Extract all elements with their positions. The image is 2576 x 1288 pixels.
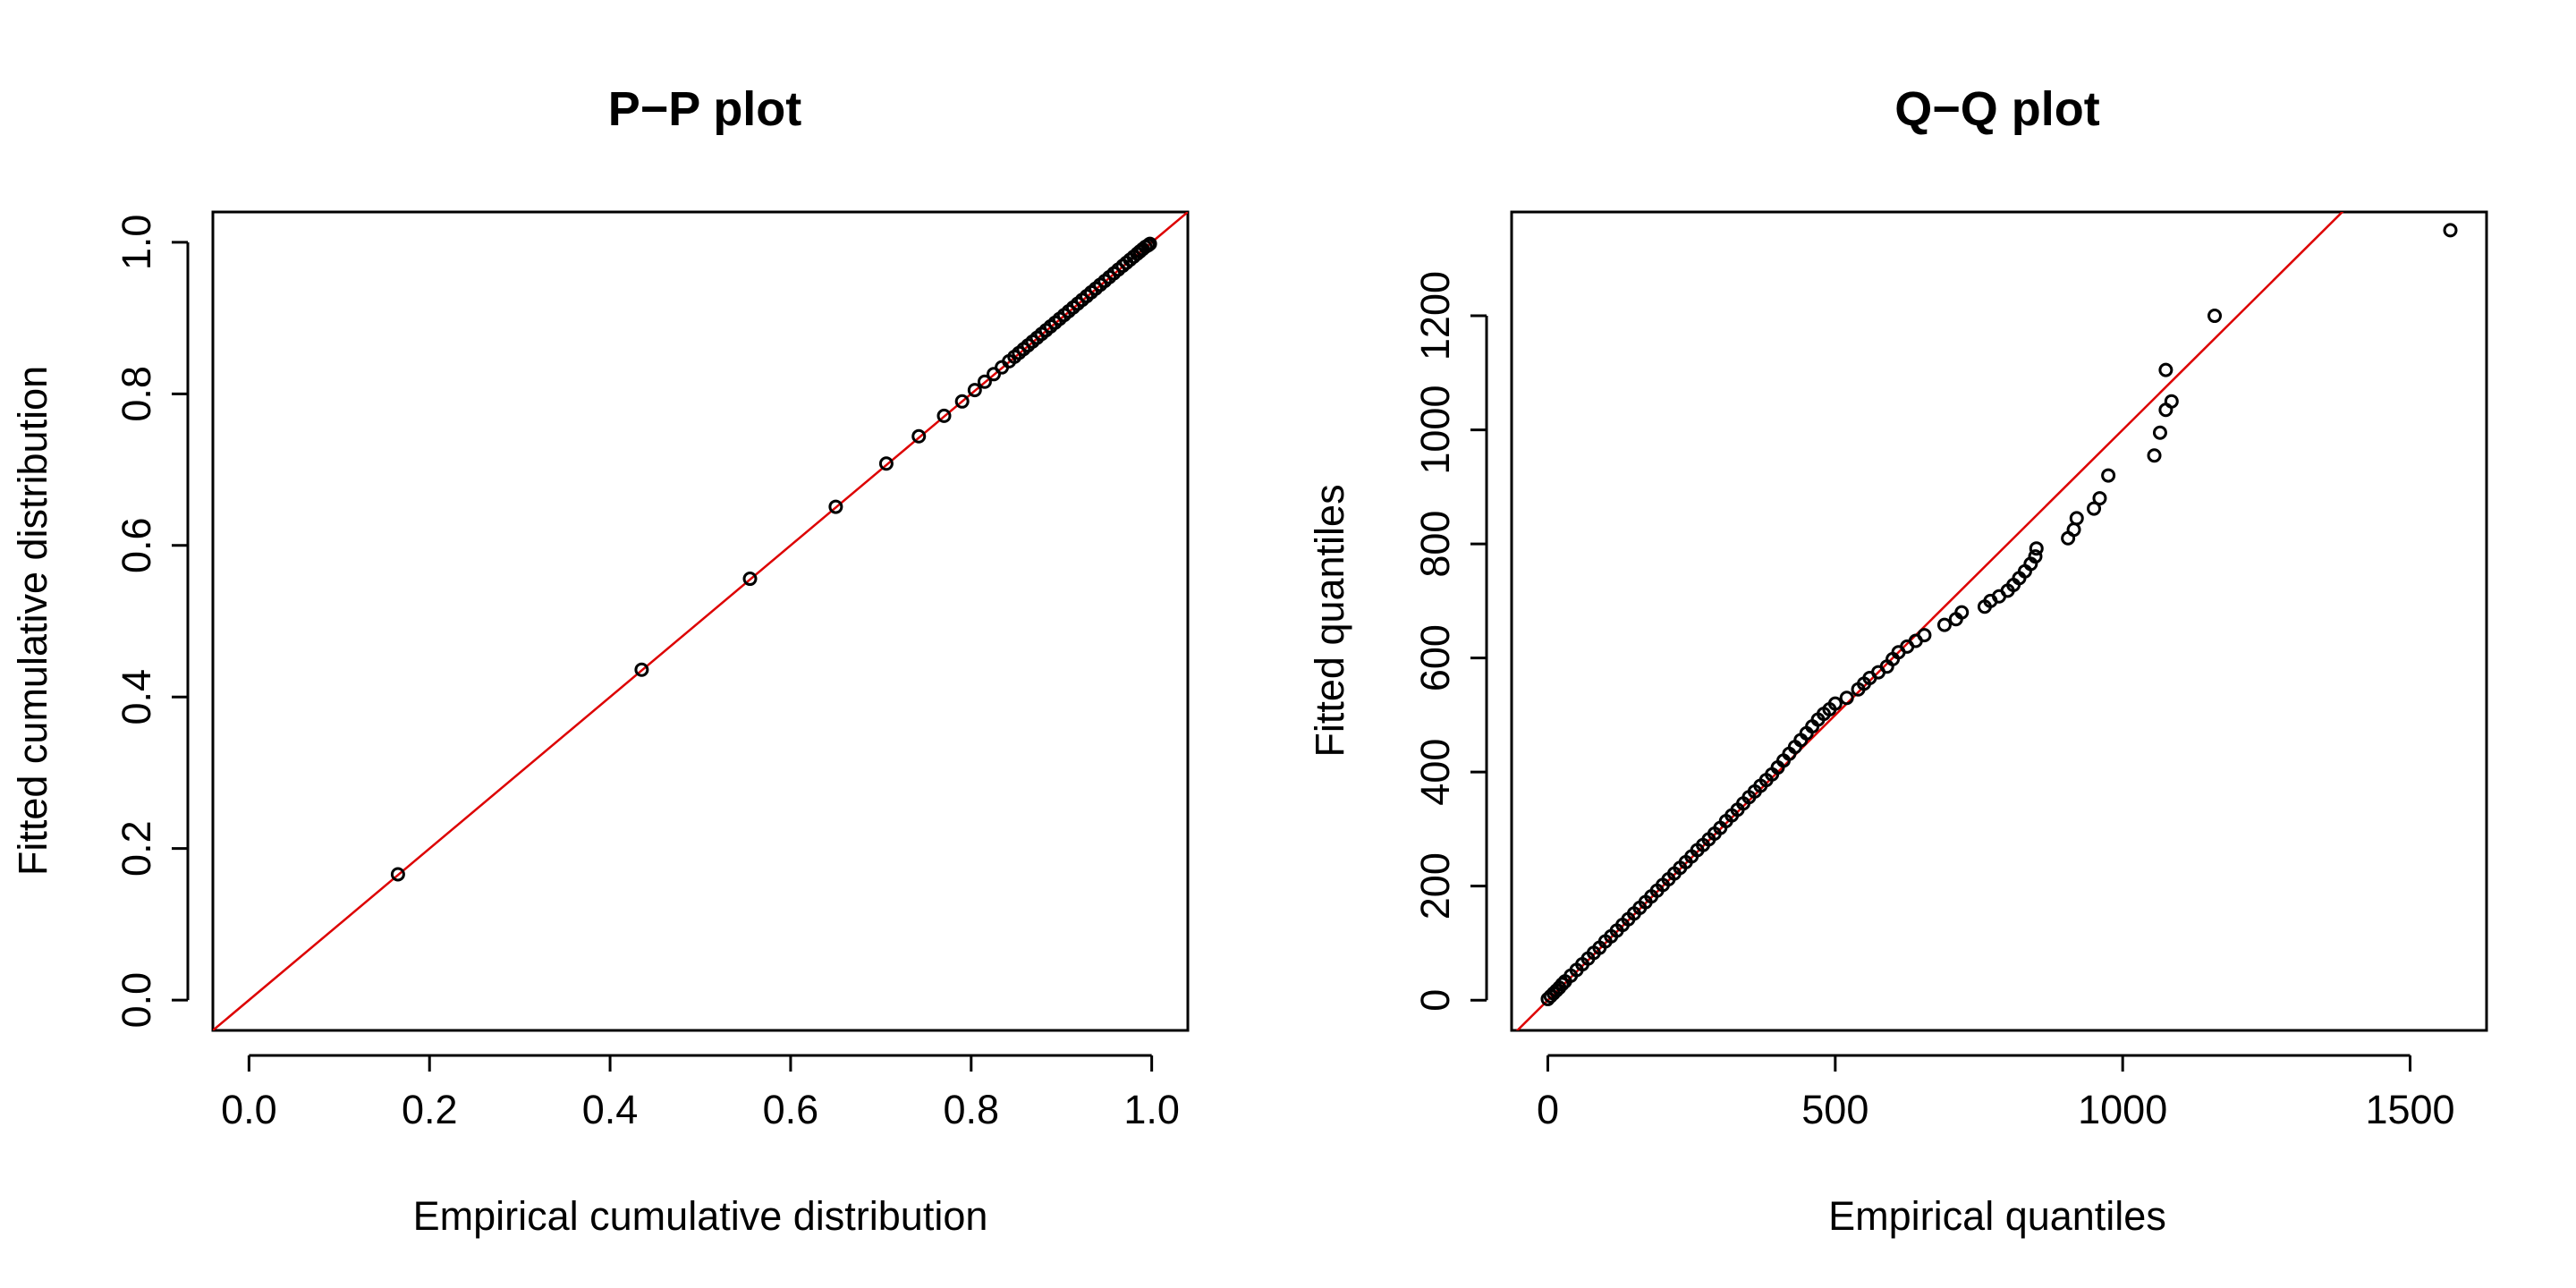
qq-reference-line (1515, 212, 2344, 1030)
qq-data-point (2092, 491, 2107, 506)
pp-data-point (390, 867, 405, 882)
qq-y-tick-label: 1000 (1412, 386, 1458, 475)
qq-y-tick-label: 200 (1412, 852, 1458, 919)
pp-data-point (1142, 236, 1157, 251)
qq-y-tick-label: 800 (1412, 511, 1458, 578)
pp-data-point (977, 374, 992, 389)
qq-plot-frame (1510, 210, 2488, 1032)
qq-plot-panel: Q−Q plot 0 500 1000 1500 0 200 400 600 800 1000 1… (1307, 82, 2488, 1239)
pp-data-point (742, 572, 758, 587)
qq-y-tick-label: 400 (1412, 739, 1458, 806)
qq-data-point (2069, 511, 2084, 526)
pp-x-axis-label: Empirical cumulative distribution (413, 1193, 988, 1239)
qq-data-point (2158, 362, 2174, 377)
pp-data-point (936, 408, 952, 423)
pp-x-tick-label: 0.0 (221, 1087, 277, 1132)
pp-plot-area (213, 212, 1188, 1030)
qq-y-tick-label: 600 (1412, 624, 1458, 691)
qq-data-point (2164, 394, 2179, 409)
qq-x-axis: 0 500 1000 1500 (1537, 1054, 2455, 1132)
pp-plot-title: P−P plot (608, 82, 802, 136)
qq-x-tick-label: 500 (1801, 1087, 1868, 1132)
qq-data-point (1954, 605, 1970, 620)
pp-y-axis-label: Fitted cumulative distribution (10, 366, 55, 876)
pp-data-point (911, 428, 927, 444)
pp-y-tick-label: 1.0 (114, 215, 159, 271)
qq-x-tick-label: 0 (1537, 1087, 1559, 1132)
qq-data-point (1839, 691, 1854, 706)
pp-y-axis: 0.0 0.2 0.4 0.6 0.8 1.0 (114, 215, 190, 1029)
pp-x-tick-label: 1.0 (1123, 1087, 1180, 1132)
pp-data-point (828, 499, 843, 514)
pp-data-point (954, 394, 970, 409)
pp-y-tick-label: 0.2 (114, 820, 159, 877)
qq-data-point (1936, 617, 1952, 632)
pp-y-tick-label: 0.8 (114, 366, 159, 422)
qq-y-tick-label: 1200 (1412, 271, 1458, 360)
pp-data-point (967, 383, 982, 398)
qq-data-point (2152, 425, 2167, 440)
pp-x-tick-label: 0.6 (763, 1087, 819, 1132)
pp-plot-panel: P−P plot 0.0 0.2 0.4 0.6 0.8 1.0 0.0 0.2 0.4 0.6… (10, 82, 1190, 1239)
qq-data-point (2087, 501, 2102, 516)
qq-data-point (1917, 628, 1932, 643)
pp-y-tick-label: 0.0 (114, 972, 159, 1029)
pp-data-point (987, 367, 1002, 382)
pp-data-point (878, 456, 894, 471)
pp-x-axis: 0.0 0.2 0.4 0.6 0.8 1.0 (221, 1054, 1180, 1132)
qq-data-point (2029, 541, 2044, 556)
qq-data-point (2443, 223, 2458, 238)
pp-y-tick-label: 0.6 (114, 517, 159, 573)
pp-y-tick-label: 0.4 (114, 669, 159, 725)
pp-reference-line (213, 212, 1188, 1030)
qq-data-point (2028, 549, 2043, 564)
qq-x-tick-label: 1500 (2365, 1087, 2454, 1132)
qq-data-point (2147, 448, 2162, 463)
qq-plot-inner (1515, 212, 2458, 1030)
qq-y-tick-label: 0 (1412, 989, 1458, 1012)
qq-data-point (2101, 468, 2116, 483)
qq-plot-area (1515, 212, 2458, 1030)
pp-data-point (634, 662, 649, 677)
pp-x-tick-label: 0.8 (943, 1087, 999, 1132)
qq-x-tick-label: 1000 (2078, 1087, 2167, 1132)
pp-x-tick-label: 0.2 (402, 1087, 458, 1132)
pp-x-tick-label: 0.4 (582, 1087, 639, 1132)
pp-plot-inner (213, 212, 1188, 1030)
qq-x-axis-label: Empirical quantiles (1828, 1193, 2166, 1239)
qq-y-axis: 0 200 400 600 800 1000 1200 (1412, 271, 1488, 1012)
qq-data-point (1827, 696, 1843, 711)
qq-plot-title: Q−Q plot (1894, 82, 2100, 136)
qq-data-point (2207, 309, 2223, 324)
qq-data-point (1555, 977, 1570, 992)
pp-plot-frame (211, 210, 1190, 1032)
qq-y-axis-label: Fitted quantiles (1307, 484, 1352, 757)
